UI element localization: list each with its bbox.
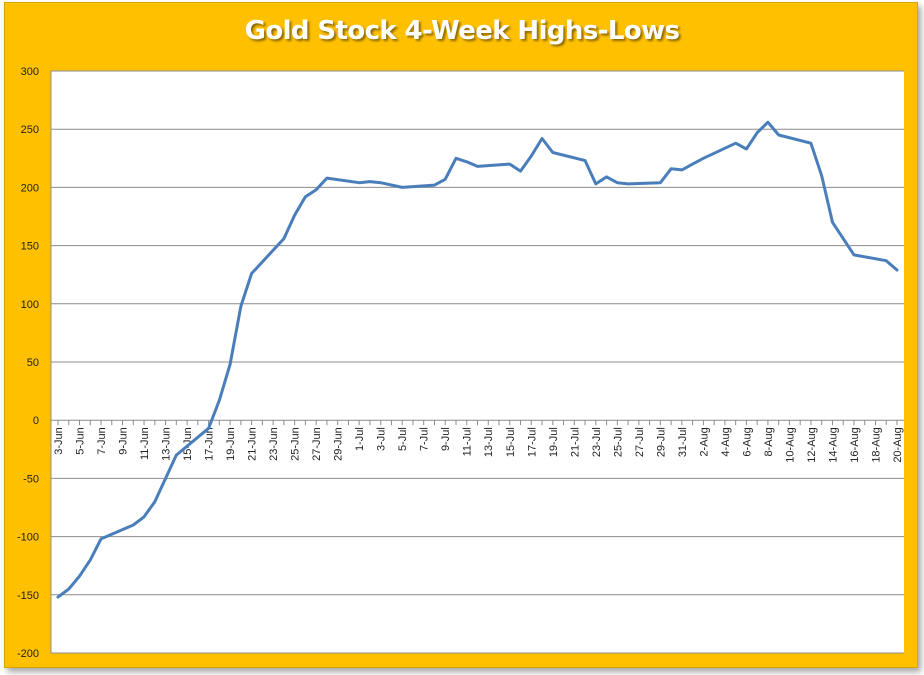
y-tick-label: -200 bbox=[17, 648, 39, 660]
x-tick-label: 13-Jun bbox=[161, 427, 173, 461]
series-line bbox=[56, 120, 899, 599]
x-tick-label: 13-Jul bbox=[483, 427, 495, 457]
x-tick-label: 29-Jun bbox=[333, 427, 345, 461]
gridlines bbox=[51, 70, 904, 654]
y-tick-label: 100 bbox=[21, 299, 39, 311]
x-tick-label: 2-Aug bbox=[698, 427, 710, 456]
y-tick-label: 0 bbox=[33, 415, 39, 427]
x-tick-label: 10-Aug bbox=[784, 427, 796, 462]
x-tick-labels: 3-Jun 5-Jun 7-Jun 9-Jun 11-Jun 13-Jun 15-Jun 17… bbox=[53, 427, 904, 462]
y-tick-labels: 300 250 200 150 100 50 0 -50 -100 -150 -200 bbox=[17, 66, 39, 660]
x-tick-label: 3-Jul bbox=[376, 427, 388, 451]
y-tick-label: -100 bbox=[17, 532, 39, 544]
x-tick-label: 3-Jun bbox=[53, 427, 65, 455]
y-tick-label: 200 bbox=[21, 182, 39, 194]
x-tick-label: 25-Jul bbox=[612, 427, 624, 457]
y-tick-label: -50 bbox=[23, 473, 39, 485]
x-tick-label: 21-Jun bbox=[247, 427, 259, 461]
x-tick-label: 9-Jun bbox=[118, 427, 130, 455]
chart-title: Gold Stock 4-Week Highs-Lows bbox=[244, 16, 680, 46]
x-tick-label: 8-Aug bbox=[763, 427, 775, 456]
x-tick-label: 19-Jul bbox=[548, 427, 560, 457]
x-tick-label: 12-Aug bbox=[806, 427, 818, 462]
x-tick-label: 20-Aug bbox=[892, 427, 904, 462]
y-tick-label: 50 bbox=[27, 357, 39, 369]
x-tick-label: 16-Aug bbox=[849, 427, 861, 462]
y-tick-label: 300 bbox=[21, 66, 39, 78]
x-tick-label: 7-Jul bbox=[419, 427, 431, 451]
x-tick-label: 4-Aug bbox=[720, 427, 732, 456]
x-tick-label: 23-Jul bbox=[591, 427, 603, 457]
x-tick-label: 18-Aug bbox=[870, 427, 882, 462]
x-tick-label: 27-Jul bbox=[634, 427, 646, 457]
x-tick-label: 1-Jul bbox=[354, 427, 366, 451]
x-tick-label: 23-Jun bbox=[268, 427, 280, 461]
x-tick-label: 6-Aug bbox=[741, 427, 753, 456]
x-tick-label: 14-Aug bbox=[827, 427, 839, 462]
x-tick-label: 5-Jun bbox=[75, 427, 87, 455]
series bbox=[56, 120, 899, 599]
x-tick-label: 19-Jun bbox=[225, 427, 237, 461]
x-tick-label: 27-Jun bbox=[311, 427, 323, 461]
x-tick-label: 17-Jun bbox=[204, 427, 216, 461]
y-tick-label: -150 bbox=[17, 590, 39, 602]
x-tick-label: 25-Jun bbox=[290, 427, 302, 461]
y-tick-label: 150 bbox=[21, 241, 39, 253]
x-tick-label: 11-Jun bbox=[139, 427, 151, 460]
x-tick-label: 15-Jul bbox=[505, 427, 517, 457]
x-tick-label: 11-Jul bbox=[462, 427, 474, 456]
y-tick-label: 250 bbox=[21, 124, 39, 136]
x-tick-label: 17-Jul bbox=[526, 427, 538, 457]
axes bbox=[50, 71, 904, 653]
x-tick-label: 31-Jul bbox=[677, 427, 689, 457]
x-tick-label: 5-Jul bbox=[397, 427, 409, 451]
x-tick-label: 21-Jul bbox=[569, 427, 581, 457]
x-tick-label: 7-Jun bbox=[96, 427, 108, 455]
x-tick-label: 9-Jul bbox=[440, 427, 452, 451]
x-tick-label: 29-Jul bbox=[655, 427, 667, 457]
